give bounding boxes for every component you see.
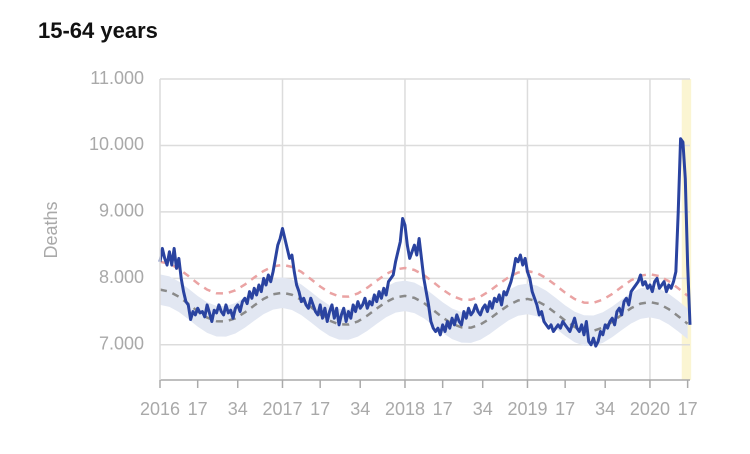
y-tick-label: 11.000 (90, 68, 144, 88)
x-tick-label: 2016 (140, 399, 180, 419)
x-tick-label: 2020 (630, 399, 670, 419)
x-tick-label: 34 (473, 399, 493, 419)
series-line (159, 288, 689, 333)
x-tick-label: 17 (188, 399, 208, 419)
x-tick-label: 34 (350, 399, 370, 419)
x-tick-label: 2019 (507, 399, 547, 419)
y-tick-label: 10.000 (89, 134, 144, 154)
y-tick-label: 8.000 (99, 267, 144, 287)
x-tick-label: 2018 (385, 399, 425, 419)
x-tick-label: 17 (433, 399, 453, 419)
y-tick-label: 9.000 (99, 201, 144, 221)
y-tick-label: 7.000 (99, 334, 144, 354)
y-axis-label: Deaths (41, 201, 61, 258)
x-tick-label: 34 (595, 399, 615, 419)
x-tick-label: 2017 (262, 399, 302, 419)
chart-title: 15-64 years (38, 18, 158, 43)
x-tick-label: 17 (310, 399, 330, 419)
x-tick-label: 17 (678, 399, 698, 419)
series-line (159, 260, 689, 305)
x-tick-label: 34 (228, 399, 248, 419)
series-line (158, 137, 692, 348)
x-tick-label: 17 (555, 399, 575, 419)
